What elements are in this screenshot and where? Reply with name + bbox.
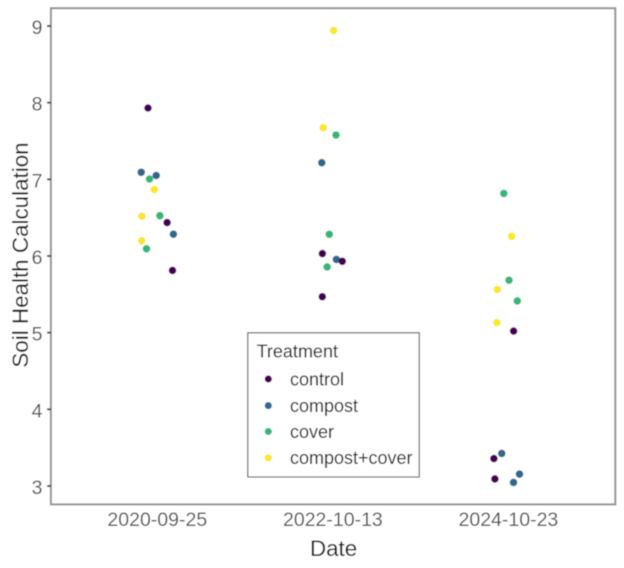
svg-text:cover: cover [290,422,334,442]
svg-text:Date: Date [310,536,357,561]
svg-text:compost: compost [290,396,358,416]
svg-text:control: control [290,369,344,389]
svg-text:Soil Health Calculation: Soil Health Calculation [8,142,33,367]
svg-text:6: 6 [32,247,43,269]
svg-text:2020-09-25: 2020-09-25 [107,509,207,531]
svg-text:9: 9 [32,17,43,39]
svg-text:Treatment: Treatment [257,342,338,362]
svg-text:5: 5 [32,324,43,346]
svg-text:7: 7 [32,170,43,192]
svg-text:3: 3 [32,477,43,499]
svg-text:2024-10-23: 2024-10-23 [459,509,559,531]
svg-text:8: 8 [32,94,43,116]
svg-text:compost+cover: compost+cover [290,448,413,468]
svg-text:4: 4 [32,400,43,422]
svg-text:2022-10-13: 2022-10-13 [283,509,383,531]
